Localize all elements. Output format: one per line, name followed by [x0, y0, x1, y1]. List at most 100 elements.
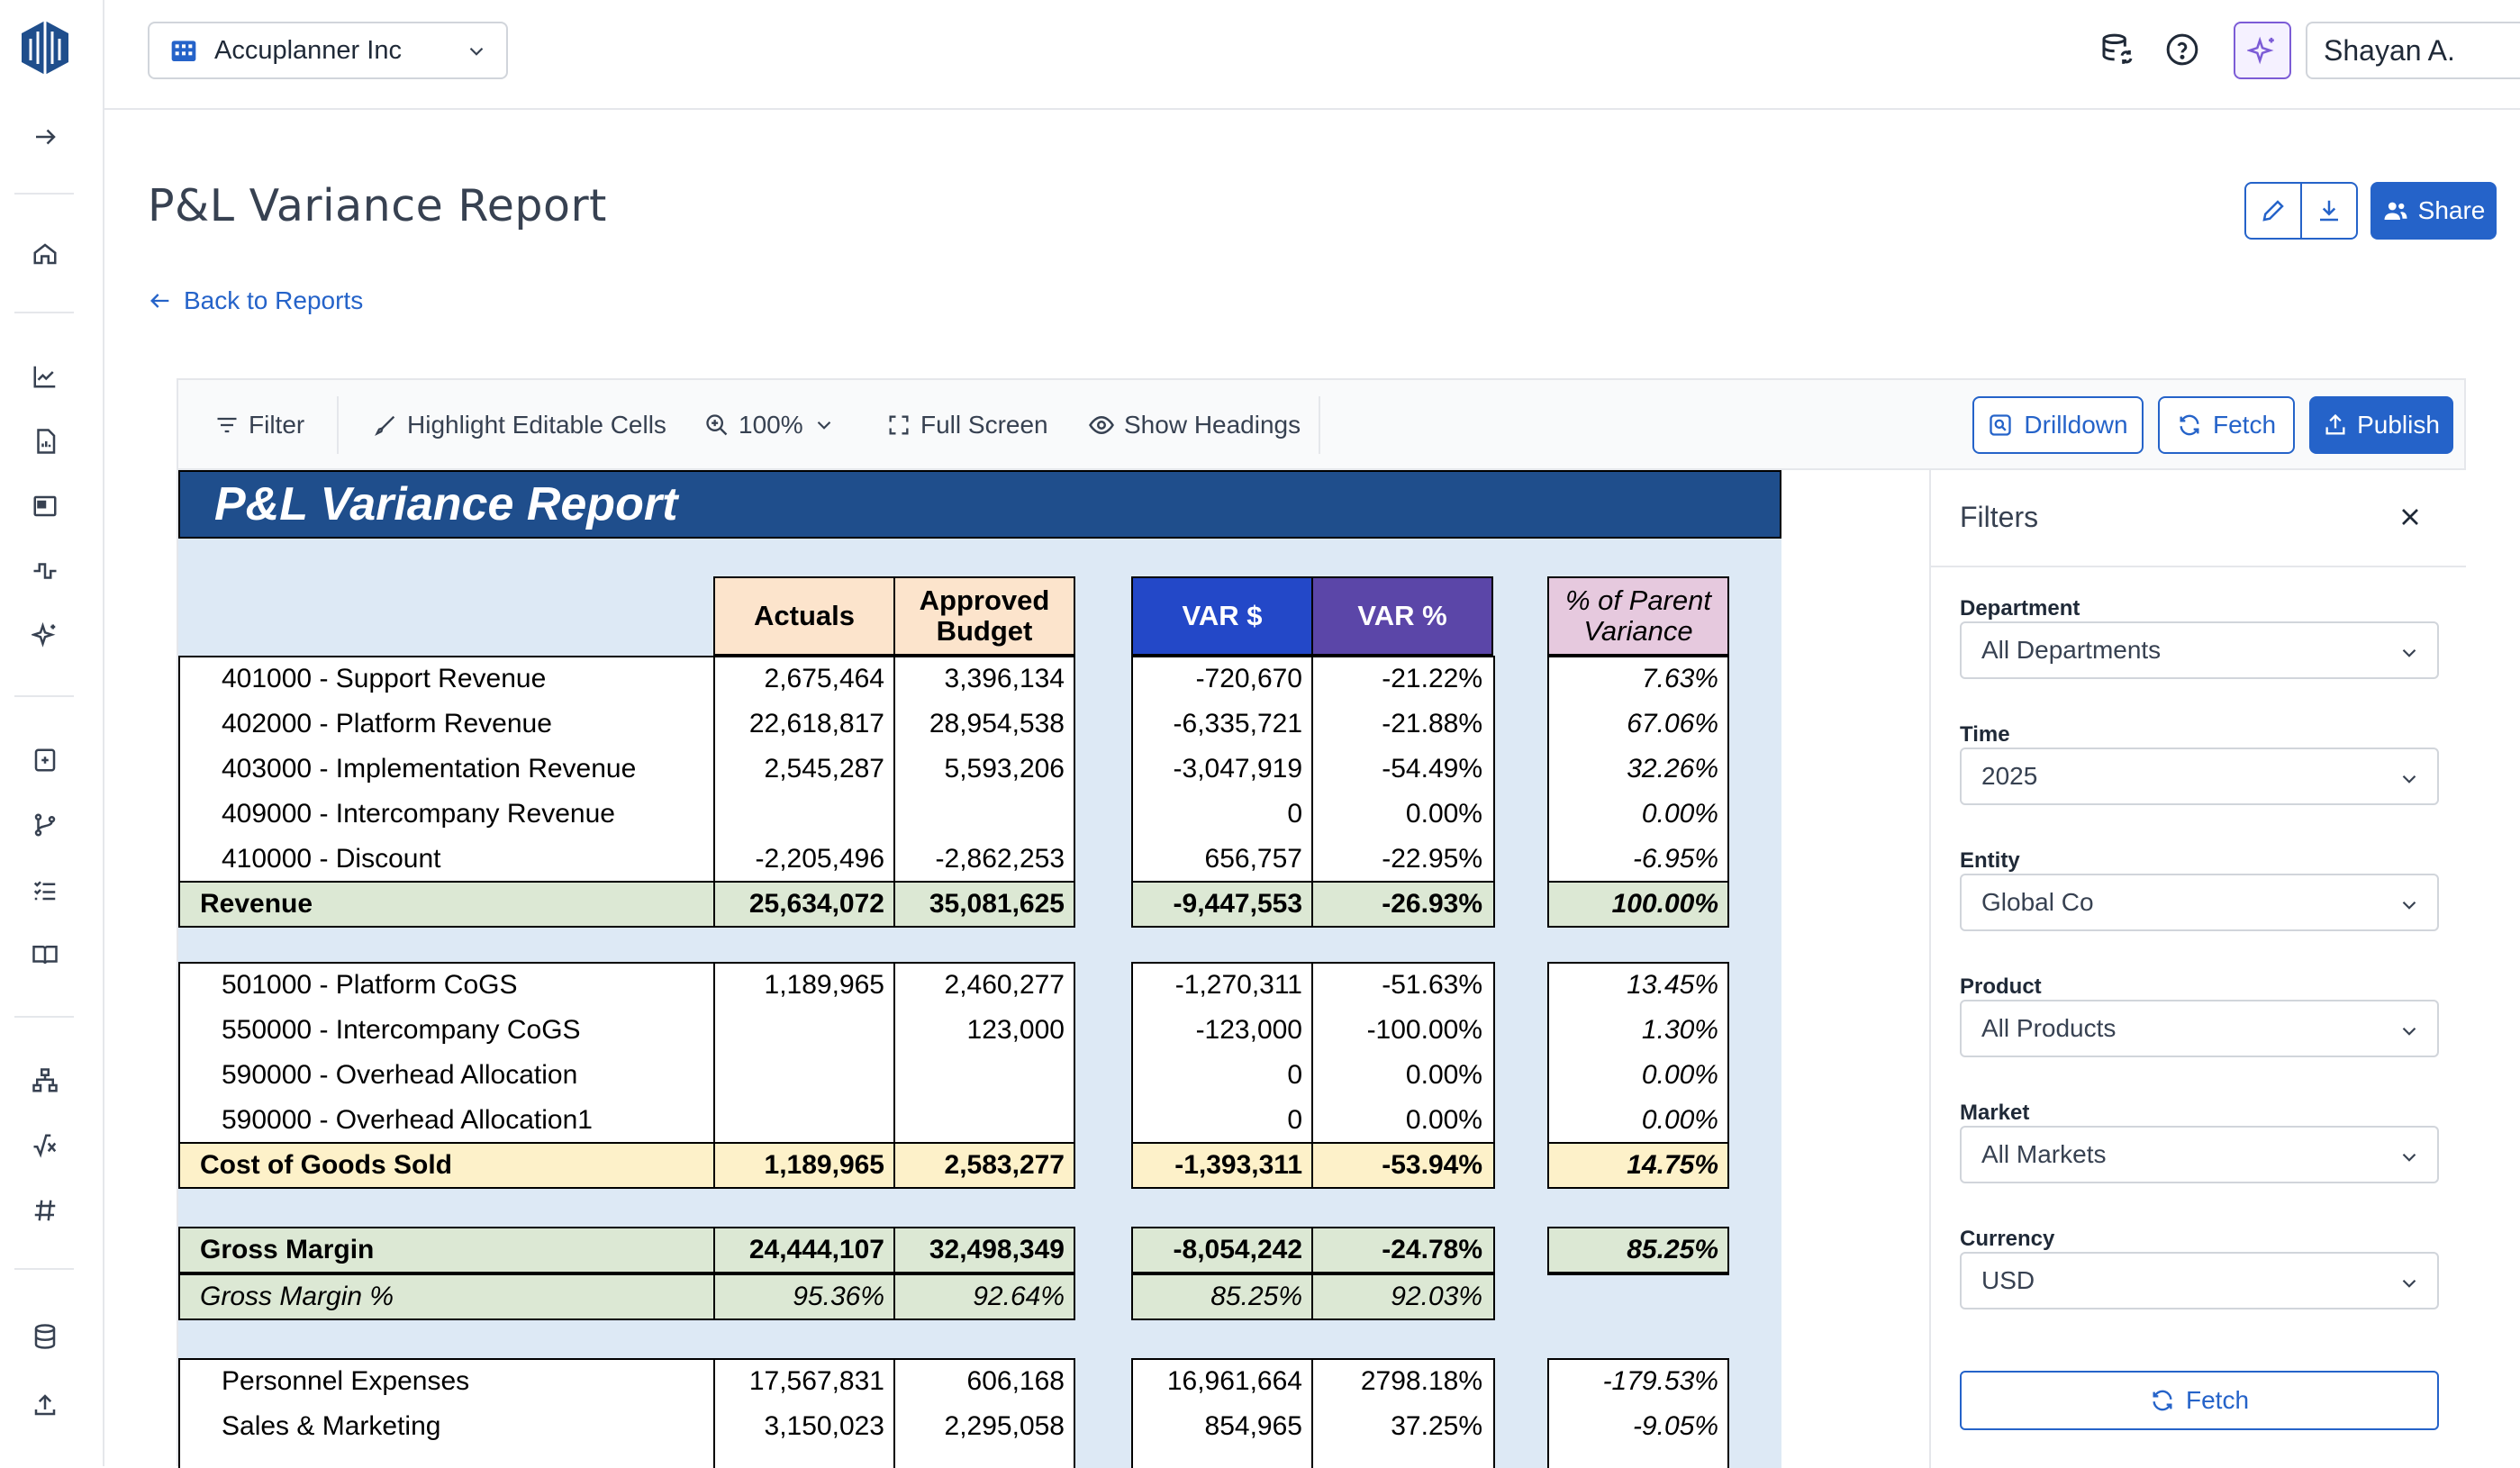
download-icon [2320, 200, 2338, 222]
cell-a: 24,444,107 [748, 1235, 884, 1264]
fullscreen-button[interactable]: Full Screen [886, 403, 1048, 447]
filter-select-entity[interactable]: Global Co [1960, 874, 2439, 931]
column-divider [713, 1227, 715, 1273]
ai-sparkle-icon[interactable] [27, 618, 63, 654]
cell-vp: 92.03% [1391, 1282, 1482, 1311]
cell-vp: -21.22% [1382, 664, 1482, 693]
filter-select-product[interactable]: All Products [1960, 1000, 2439, 1057]
drilldown-button[interactable]: Drilldown [1972, 396, 2144, 454]
column-divider [1311, 881, 1313, 928]
column-divider [713, 1273, 715, 1320]
filter-select-department[interactable]: All Departments [1960, 621, 2439, 679]
help-icon[interactable] [2156, 23, 2208, 76]
show-headings-button[interactable]: Show Headings [1088, 403, 1301, 447]
back-to-reports-link[interactable]: Back to Reports [148, 286, 363, 315]
column-divider [1311, 1142, 1313, 1189]
hash-icon[interactable] [27, 1192, 63, 1228]
filter-select-currency[interactable]: USD [1960, 1252, 2439, 1309]
cell-a [713, 1008, 893, 1053]
publish-button[interactable]: Publish [2309, 396, 2453, 454]
company-selector[interactable]: Accuplanner Inc [148, 22, 508, 79]
filters-divider [1931, 566, 2466, 567]
building-icon [171, 41, 196, 61]
filter-icon [217, 417, 237, 433]
cell-b: 2,295,058 [944, 1411, 1065, 1441]
row-label: 590000 - Overhead Allocation1 [222, 1105, 593, 1135]
cell-vp: 37.25% [1391, 1411, 1482, 1441]
sheet-icon[interactable] [27, 742, 63, 778]
database-icon[interactable] [27, 1318, 63, 1355]
cell-b: -2,862,253 [935, 844, 1065, 874]
filter-value: USD [1981, 1266, 2035, 1294]
cell-v: -8,054,242 [1173, 1235, 1302, 1264]
cell-a: 17,567,831 [748, 1366, 884, 1396]
total-row-fill [178, 1227, 1075, 1273]
row-label: 410000 - Discount [222, 844, 441, 874]
header-var-percent: VAR % [1311, 576, 1493, 656]
highlight-editable-button[interactable]: Highlight Editable Cells [373, 403, 666, 447]
cell-b: 2,583,277 [944, 1150, 1065, 1180]
chevron-down-icon [2402, 775, 2416, 784]
download-button[interactable] [2302, 184, 2356, 238]
cell-b: 35,081,625 [929, 889, 1065, 919]
formula-icon[interactable] [27, 1128, 63, 1164]
zoom-selector[interactable]: 100% [704, 403, 836, 447]
filter-select-time[interactable]: 2025 [1960, 748, 2439, 805]
back-link-label: Back to Reports [184, 286, 364, 314]
close-icon[interactable] [2396, 503, 2425, 531]
cell-vp: 0.00% [1405, 1105, 1482, 1135]
pulse-icon[interactable] [27, 553, 63, 589]
cell-b [893, 1053, 1074, 1098]
row-label: 501000 - Platform CoGS [222, 970, 518, 1000]
branch-icon[interactable] [27, 807, 63, 843]
show-headings-label: Show Headings [1124, 411, 1301, 439]
filter-value: 2025 [1981, 762, 2038, 790]
column-divider [713, 962, 715, 1187]
filter-button[interactable]: Filter [214, 403, 304, 447]
filters-title: Filters [1960, 501, 2039, 533]
expand-arrow-icon[interactable] [27, 119, 63, 155]
logo-icon[interactable] [16, 16, 74, 81]
filters-fetch-button[interactable]: Fetch [1960, 1371, 2439, 1430]
share-button[interactable]: Share [2370, 182, 2497, 240]
report-toolbar: Filter Highlight Editable Cells 100% Ful… [178, 380, 2464, 470]
book-icon[interactable] [27, 937, 63, 973]
fullscreen-label: Full Screen [920, 411, 1048, 439]
column-divider [893, 881, 895, 928]
arrow-left-icon [150, 294, 169, 308]
chevron-down-icon [2402, 1279, 2416, 1288]
fetch-label: Fetch [2212, 411, 2277, 439]
hierarchy-icon[interactable] [27, 1063, 63, 1099]
column-divider [893, 1358, 895, 1468]
checklist-icon[interactable] [27, 872, 63, 908]
column-divider [713, 656, 715, 926]
sidebar-divider [14, 1016, 74, 1018]
row-label: Cost of Goods Sold [200, 1150, 452, 1180]
cell-p: 14.75% [1627, 1150, 1718, 1180]
cell-v: -6,335,721 [1173, 709, 1302, 739]
fullscreen-icon [889, 415, 909, 435]
home-icon[interactable] [27, 236, 63, 272]
line-chart-icon[interactable] [27, 358, 63, 394]
sidebar [0, 0, 104, 1466]
dashboard-icon[interactable] [27, 488, 63, 524]
cell-v: 16,961,664 [1166, 1366, 1302, 1396]
row-label: Gross Margin % [200, 1282, 394, 1311]
user-menu[interactable]: Shayan A. [2306, 22, 2520, 79]
cell-p: -179.53% [1602, 1366, 1718, 1396]
spreadsheet: P&L Variance Report Actuals Approved Bud… [178, 470, 1781, 1468]
ai-assistant-button[interactable] [2234, 22, 2291, 79]
fetch-button[interactable]: Fetch [2158, 396, 2295, 454]
data-sync-icon[interactable] [2091, 23, 2144, 76]
header-actuals: Actuals [713, 576, 895, 656]
edit-button[interactable] [2246, 184, 2302, 238]
cell-a [713, 792, 893, 837]
column-divider [1311, 962, 1313, 1187]
cell-b [893, 792, 1074, 837]
filter-select-market[interactable]: All Markets [1960, 1126, 2439, 1183]
upload-icon[interactable] [27, 1387, 63, 1423]
report-icon[interactable] [27, 423, 63, 459]
ai-sparkle-icon [2247, 36, 2274, 65]
sidebar-divider [14, 312, 74, 313]
chevron-down-icon [817, 421, 830, 430]
